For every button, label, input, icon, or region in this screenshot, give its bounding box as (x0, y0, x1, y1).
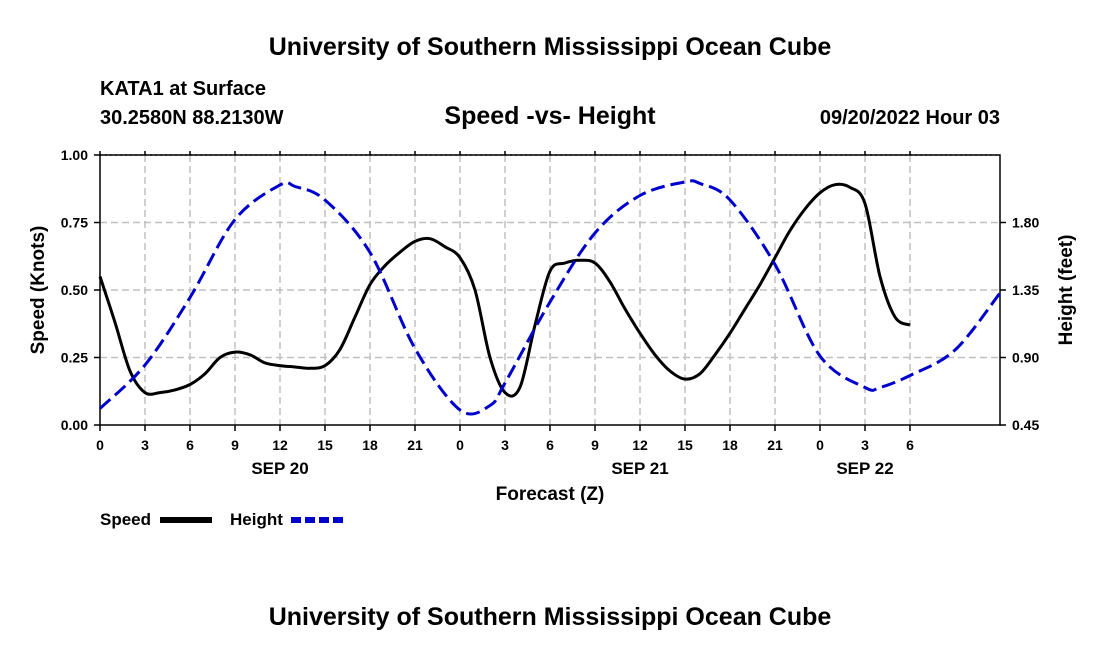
y-left-tick-label-1: 0.25 (61, 350, 88, 366)
x-tick-label-18: 6 (906, 437, 914, 453)
x-tick-label-13: 15 (677, 437, 693, 453)
x-tick-label-4: 12 (272, 437, 288, 453)
x-tick-label-7: 21 (407, 437, 423, 453)
y-left-tick-label-4: 1.00 (61, 147, 88, 163)
station-coordinates: 30.2580N 88.2130W (100, 107, 284, 129)
x-tick-label-2: 6 (186, 437, 194, 453)
x-tick-label-8: 0 (456, 437, 464, 453)
legend-height-label: Height (230, 510, 283, 529)
x-tick-label-15: 21 (767, 437, 783, 453)
x-tick-label-3: 9 (231, 437, 239, 453)
legend: Speed Height (100, 510, 343, 529)
station-label: KATA1 at Surface (100, 78, 266, 100)
x-tick-label-17: 3 (861, 437, 869, 453)
x-tick-label-10: 6 (546, 437, 554, 453)
x-tick-label-11: 9 (591, 437, 599, 453)
y-left-tick-label-0: 0.00 (61, 417, 88, 433)
date-label-0: SEP 20 (251, 459, 308, 478)
series-line-speed (98, 182, 911, 398)
y-right-tick-label-1: 0.90 (1012, 350, 1039, 366)
legend-speed-label: Speed (100, 510, 151, 529)
series-layer (98, 179, 1002, 416)
y-axis-left-label: Speed (Knots) (28, 226, 49, 355)
x-tick-label-9: 3 (501, 437, 509, 453)
x-axis: 0 3 6 9 12 15 18 21 0 3 6 9 12 15 18 21 0 3 6 (96, 151, 914, 453)
y-right-tick-label-2: 1.35 (1012, 282, 1039, 298)
y-left-tick-label-3: 0.75 (61, 215, 88, 231)
y-axis-right-label: Height (feet) (1056, 235, 1077, 346)
x-tick-label-5: 15 (317, 437, 333, 453)
x-tick-label-14: 18 (722, 437, 738, 453)
y-right-tick-label-0: 0.45 (1012, 417, 1039, 433)
forecast-timestamp: 09/20/2022 Hour 03 (820, 107, 1000, 129)
x-tick-label-0: 0 (96, 437, 104, 453)
y-right-tick-label-3: 1.80 (1012, 215, 1039, 231)
chart-title: Speed -vs- Height (444, 102, 656, 130)
x-tick-label-12: 12 (632, 437, 648, 453)
footer-title: University of Southern Mississippi Ocean… (269, 603, 832, 631)
y-axis-left: 0.00 0.25 0.50 0.75 1.00 (61, 147, 100, 433)
date-labels: SEP 20 SEP 21 SEP 22 (251, 459, 893, 478)
y-axis-right: 0.45 0.90 1.35 1.80 (1000, 215, 1039, 433)
grid (100, 154, 1000, 425)
x-tick-label-1: 3 (141, 437, 149, 453)
y-left-tick-label-2: 0.50 (61, 282, 88, 298)
series-line-height (98, 179, 1002, 416)
date-label-1: SEP 21 (611, 459, 668, 478)
x-tick-label-6: 18 (362, 437, 378, 453)
x-axis-label: Forecast (Z) (496, 484, 605, 505)
page-title: University of Southern Mississippi Ocean… (269, 33, 832, 61)
x-tick-label-16: 0 (816, 437, 824, 453)
date-label-2: SEP 22 (836, 459, 893, 478)
